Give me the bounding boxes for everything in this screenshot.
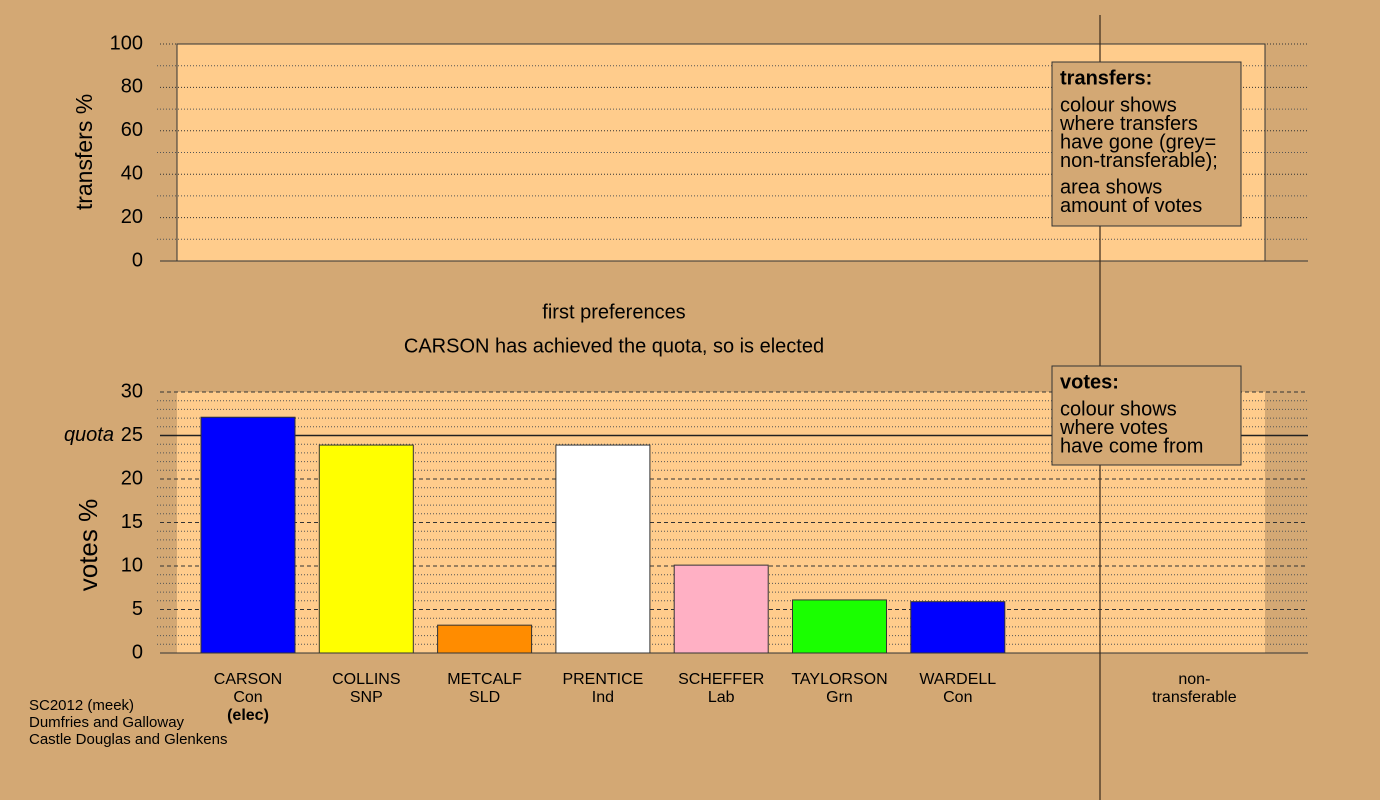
y-tick-label: 80 [121, 76, 143, 98]
quota-label: quota [64, 424, 114, 446]
legend-text: area shows [1060, 176, 1162, 198]
legend-text: where transfers [1059, 113, 1198, 135]
legend-box [1051, 365, 1242, 466]
party-label: Grn [826, 689, 853, 706]
legend-text: have come from [1060, 435, 1203, 457]
y-tick-label: 15 [121, 511, 143, 533]
y-axis-label: votes % [73, 499, 103, 592]
bar [910, 601, 1006, 654]
y-tick-label: 30 [121, 380, 143, 402]
legend-text: colour shows [1060, 94, 1177, 116]
legend-text: where votes [1059, 417, 1168, 439]
party-label: Con [943, 689, 972, 706]
party-label: SLD [469, 689, 500, 706]
category-label: PRENTICE [562, 671, 643, 688]
y-tick-label: 0 [132, 641, 143, 663]
footer-text: Castle Douglas and Glenkens [29, 731, 227, 748]
y-tick-label: 60 [121, 119, 143, 141]
bar [437, 624, 533, 654]
category-label: transferable [1152, 689, 1237, 706]
party-label: Con [233, 689, 262, 706]
status-label: (elec) [227, 707, 269, 724]
chart-title: first preferences [542, 301, 685, 323]
chart-subtitle: CARSON has achieved the quota, so is ele… [404, 335, 824, 357]
legend-title: votes: [1060, 371, 1119, 393]
category-label: TAYLORSON [791, 671, 887, 688]
legend-text: have gone (grey= [1060, 131, 1216, 153]
bar [792, 599, 887, 654]
category-label: METCALF [447, 671, 522, 688]
category-label: CARSON [214, 671, 282, 688]
category-label: SCHEFFER [678, 671, 764, 688]
party-label: Lab [708, 689, 735, 706]
category-label: non- [1178, 671, 1210, 688]
bar [555, 444, 651, 654]
footer-text: SC2012 (meek) [29, 697, 134, 714]
bar [318, 444, 414, 654]
legend-box [1051, 61, 1242, 227]
party-label: SNP [350, 689, 383, 706]
footer-text: Dumfries and Galloway [29, 714, 185, 731]
party-label: Ind [592, 689, 614, 706]
y-tick-label: 100 [110, 32, 143, 54]
legend-text: non-transferable); [1060, 150, 1218, 172]
legend-text: colour shows [1060, 398, 1177, 420]
legend-text: amount of votes [1060, 195, 1202, 217]
y-tick-label: 20 [121, 206, 143, 228]
legend-title: transfers: [1060, 67, 1152, 89]
y-tick-label: 0 [132, 249, 143, 271]
y-tick-label: 25 [121, 424, 143, 446]
y-tick-label: 40 [121, 162, 143, 184]
bar [673, 564, 769, 654]
category-label: COLLINS [332, 671, 400, 688]
y-tick-label: 10 [121, 554, 143, 576]
y-tick-label: 20 [121, 467, 143, 489]
category-label: WARDELL [919, 671, 996, 688]
y-axis-label: transfers % [71, 94, 97, 210]
bar [200, 416, 296, 654]
y-tick-label: 5 [132, 598, 143, 620]
